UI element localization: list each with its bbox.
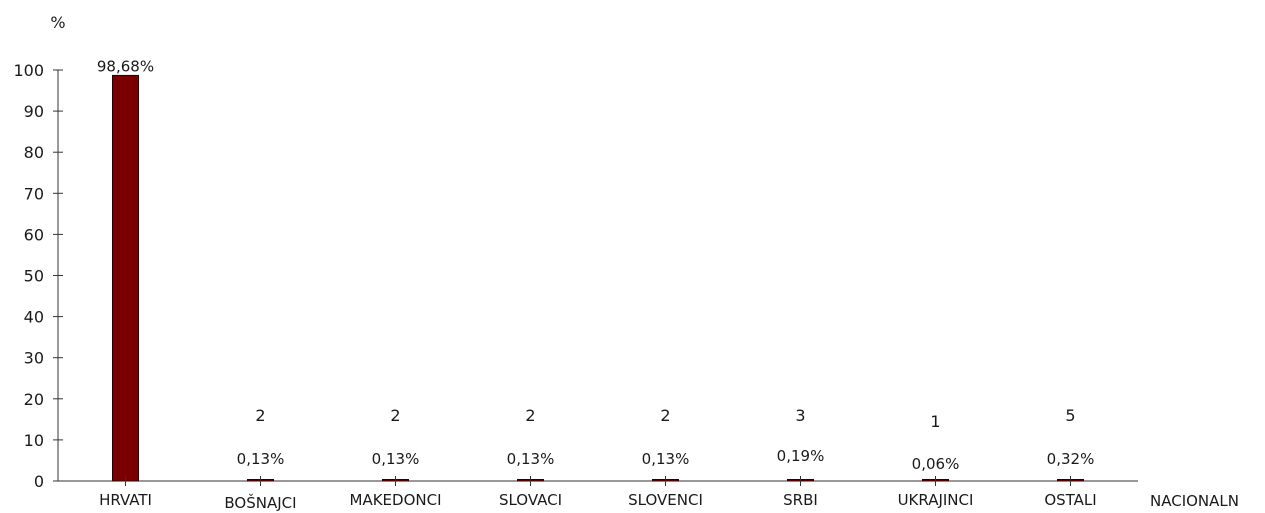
y-tick-label: 40 [24, 308, 44, 327]
bar-value-label: 0,13% [372, 450, 420, 468]
x-tick-label: HRVATI [99, 491, 152, 509]
bar-value-label: 0,13% [642, 450, 690, 468]
bar-value-label: 0,06% [912, 455, 960, 473]
bar [112, 74, 139, 482]
count-label: 2 [660, 406, 670, 425]
count-labels: 2 2 2 2 3 1 5 [255, 406, 1075, 431]
x-tick-label: OSTALI [1044, 491, 1096, 509]
x-tick-label: BOŠNAJCI [224, 493, 296, 512]
x-tick-label: SLOVENCI [628, 491, 703, 509]
bar-value-label: 98,68% [97, 57, 154, 75]
y-tick-label: 70 [24, 184, 44, 203]
x-axis-label: NACIONALN [1150, 492, 1239, 510]
x-tick-label: SLOVACI [499, 491, 562, 509]
count-label: 2 [390, 406, 400, 425]
y-tick-label: 30 [24, 349, 44, 368]
count-label: 1 [930, 412, 940, 431]
x-axis-ticks: HRVATI BOŠNAJCI MAKEDONCI SLOVACI SLOVENCI SR… [99, 476, 1097, 512]
x-tick-label: SRBI [783, 491, 818, 509]
x-tick-label: UKRAJINCI [898, 491, 974, 509]
bar-value-label: 0,13% [507, 450, 555, 468]
bar-value-label: 0,19% [777, 447, 825, 465]
y-tick-label: 90 [24, 102, 44, 121]
y-tick-label: 0 [34, 472, 44, 491]
bar-value-label: 0,32% [1047, 450, 1095, 468]
x-tick-label: MAKEDONCI [350, 491, 442, 509]
y-tick-label: 100 [13, 61, 44, 80]
y-tick-label: 20 [24, 390, 44, 409]
y-axis-label: % [50, 13, 65, 32]
y-tick-label: 50 [24, 267, 44, 286]
count-label: 3 [795, 406, 805, 425]
count-label: 2 [525, 406, 535, 425]
y-axis-ticks: 0 10 20 30 40 50 60 70 80 90 100 [13, 61, 63, 491]
y-tick-label: 60 [24, 225, 44, 244]
y-tick-label: 10 [24, 431, 44, 450]
count-label: 5 [1065, 406, 1075, 425]
value-labels: 98,68% 0,13% 0,13% 0,13% 0,13% 0,19% 0,06% 0,32… [97, 57, 1094, 473]
count-label: 2 [255, 406, 265, 425]
bar-value-label: 0,13% [237, 450, 285, 468]
y-tick-label: 80 [24, 143, 44, 162]
